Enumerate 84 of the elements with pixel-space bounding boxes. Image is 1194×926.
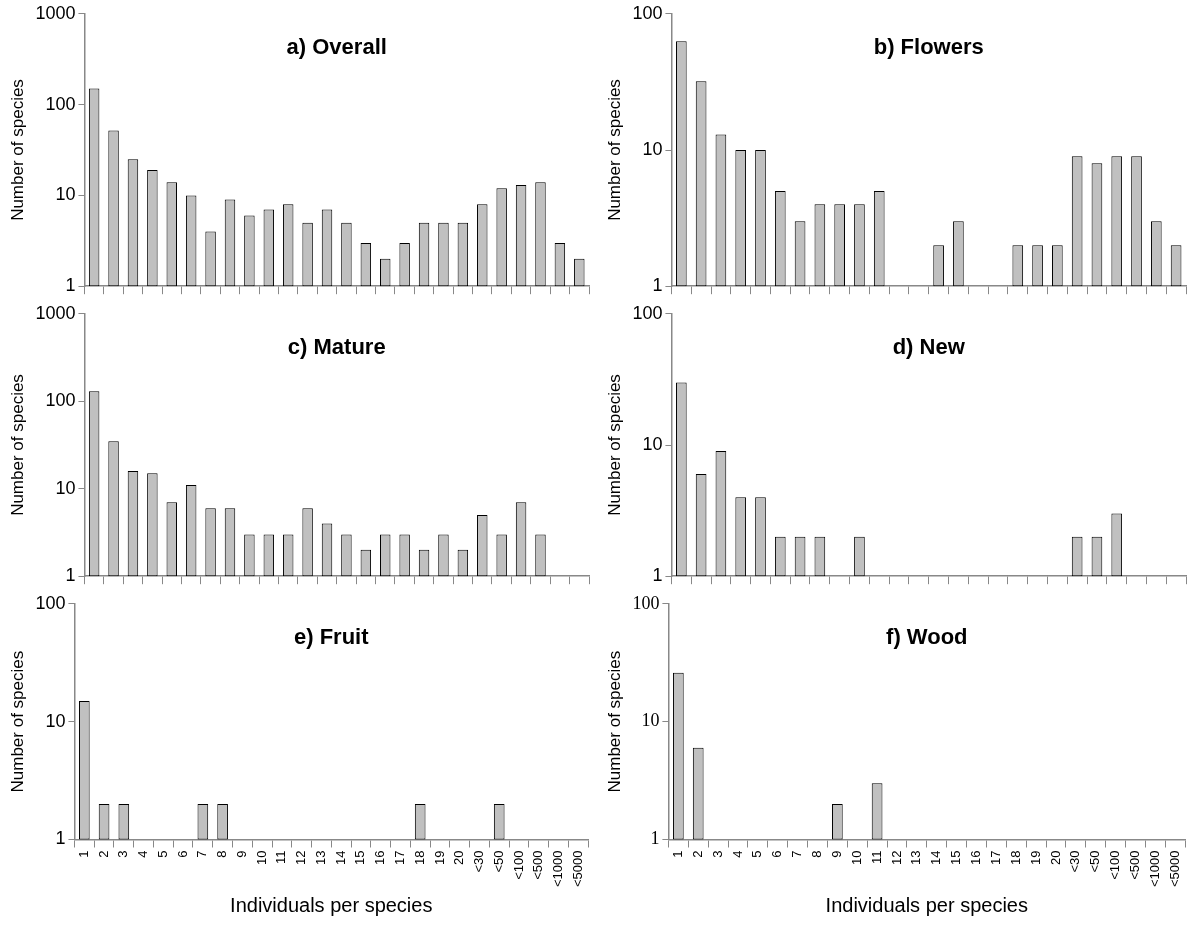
x-tick-label: 1: [669, 850, 685, 858]
y-tick-label: 10: [55, 477, 76, 498]
x-tick-label: <50: [1087, 850, 1103, 873]
x-tick-label: 17: [987, 850, 1003, 865]
x-tick-label: 20: [451, 850, 467, 865]
x-tick-label: 19: [431, 850, 447, 865]
x-tick-label: 14: [332, 850, 348, 865]
x-tick-label: 3: [709, 850, 725, 858]
y-tick-label: 1000: [35, 302, 76, 323]
x-tick-label: <1000: [1146, 850, 1162, 887]
x-tick-label: 20: [1047, 850, 1063, 865]
x-tick-label: 4: [135, 850, 151, 858]
y-axis-title: Number of species: [604, 650, 624, 793]
y-tick-label: 1: [65, 565, 76, 586]
x-tick-label: <500: [530, 850, 546, 880]
x-tick-label: 10: [253, 850, 269, 865]
x-tick-label: 17: [392, 850, 408, 865]
x-tick-label: 2: [689, 850, 705, 858]
x-axis-title: Individuals per species: [230, 893, 433, 916]
y-tick-label: 100: [632, 302, 663, 323]
x-tick-label: 6: [769, 850, 785, 858]
x-tick-label: <100: [510, 850, 526, 880]
x-tick-label: 10: [848, 850, 864, 865]
x-tick-label: 7: [789, 850, 805, 858]
x-tick-label: 14: [928, 850, 944, 865]
x-tick-label: <5000: [1166, 850, 1182, 887]
x-tick-label: 19: [1027, 850, 1043, 865]
y-tick-label: 10: [642, 138, 663, 159]
x-tick-label: 9: [828, 850, 844, 858]
x-tick-label: 7: [194, 850, 210, 858]
x-tick-label: 11: [273, 850, 289, 864]
x-tick-label: 12: [293, 850, 309, 865]
y-tick-label: 10: [45, 710, 66, 731]
y-tick-label: 1000: [35, 2, 76, 23]
y-axis-title: Number of species: [7, 650, 27, 793]
y-axis-title: Number of species: [604, 79, 624, 221]
x-tick-label: 2: [95, 850, 111, 858]
y-axis-title: Number of species: [7, 374, 27, 516]
y-tick-label: 10: [641, 710, 660, 731]
x-tick-label: 9: [233, 850, 249, 858]
x-tick-label: <50: [490, 850, 506, 873]
x-tick-label: <100: [1107, 850, 1123, 880]
text: a) Overall: [286, 33, 387, 59]
y-tick-label: 100: [632, 2, 663, 23]
x-tick-label: <1000: [550, 850, 566, 887]
x-tick-label: 11: [868, 850, 884, 864]
x-tick-label: <30: [471, 850, 487, 873]
x-tick-label: 13: [312, 850, 328, 865]
x-tick-label: 16: [968, 850, 984, 865]
y-tick-label: 100: [632, 592, 660, 613]
x-tick-label: 5: [154, 850, 170, 858]
x-tick-label: 3: [115, 850, 131, 858]
x-tick-label: 5: [749, 850, 765, 858]
x-tick-label: <30: [1067, 850, 1083, 873]
y-tick-label: 10: [55, 184, 76, 205]
y-tick-label: 100: [45, 390, 76, 411]
y-tick-label: 1: [65, 275, 76, 296]
y-tick-label: 1: [652, 275, 663, 296]
y-tick-label: 1: [652, 565, 663, 586]
x-tick-label: 18: [1007, 850, 1023, 865]
x-tick-label: 8: [809, 850, 825, 858]
y-axis-title: Number of species: [7, 79, 27, 221]
x-tick-label: <500: [1127, 850, 1143, 880]
x-tick-label: 12: [888, 850, 904, 865]
text: d) New: [892, 333, 966, 359]
x-tick-label: 6: [174, 850, 190, 858]
x-tick-label: 16: [372, 850, 388, 865]
x-tick-label: 13: [908, 850, 924, 865]
y-tick-label: 100: [35, 592, 66, 613]
text: b) Flowers: [873, 33, 984, 59]
text: f) Wood: [886, 623, 968, 649]
y-tick-label: 10: [642, 433, 663, 454]
x-tick-label: 4: [729, 850, 745, 858]
x-tick-label: 15: [948, 850, 964, 865]
y-tick-label: 100: [45, 93, 76, 114]
y-axis-title: Number of species: [604, 374, 624, 516]
text: c) Mature: [287, 333, 386, 359]
x-axis-title: Individuals per species: [825, 893, 1028, 916]
x-tick-label: <5000: [569, 850, 585, 887]
x-tick-label: 1: [75, 850, 91, 858]
text: e) Fruit: [294, 623, 370, 649]
x-tick-label: 15: [352, 850, 368, 865]
x-tick-label: 8: [214, 850, 230, 858]
x-tick-label: 18: [411, 850, 427, 865]
